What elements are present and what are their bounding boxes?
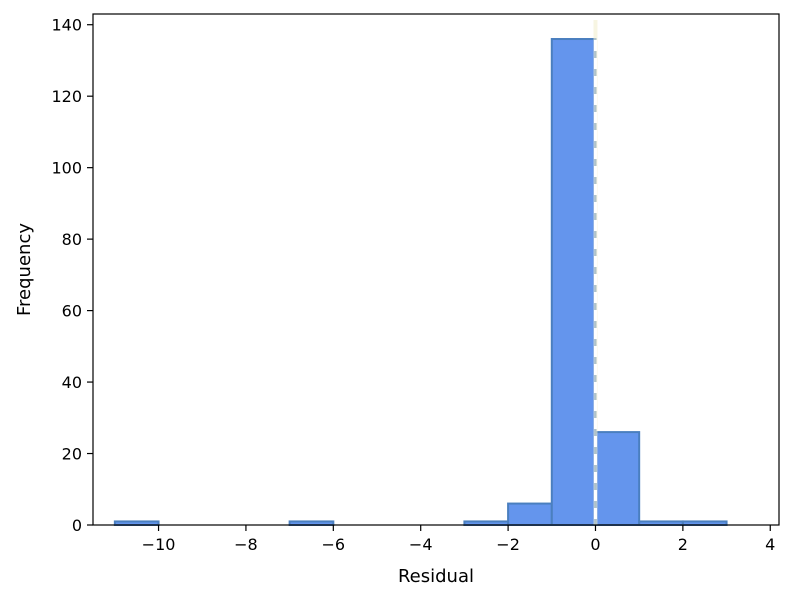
y-tick-label: 0 (72, 516, 82, 535)
y-tick-label: 20 (62, 445, 82, 464)
y-tick-label: 40 (62, 373, 82, 392)
x-tick-label: −4 (409, 535, 433, 554)
x-tick-label: 4 (765, 535, 775, 554)
x-tick-label: 0 (590, 535, 600, 554)
y-tick-label: 140 (51, 16, 82, 35)
x-tick-label: −2 (496, 535, 520, 554)
histogram-bars (113, 38, 728, 527)
y-tick-label: 100 (51, 159, 82, 178)
plot-frame (92, 13, 780, 526)
x-tick-label: 2 (678, 535, 688, 554)
histogram-bar (507, 502, 553, 527)
histogram-bar (594, 431, 641, 526)
y-tick-label: 80 (62, 230, 82, 249)
x-axis-label: Residual (398, 566, 474, 587)
x-tick-label: −10 (142, 535, 176, 554)
y-tick-label: 120 (51, 87, 82, 106)
x-tick-label: −8 (234, 535, 258, 554)
y-axis-ticks: 0 20 40 60 80 100 120 140 (51, 16, 93, 535)
x-tick-label: −6 (322, 535, 346, 554)
histogram-bar (550, 38, 597, 527)
y-tick-label: 60 (62, 302, 82, 321)
y-axis-label: Frequency (14, 223, 35, 316)
x-axis-ticks: −10 −8 −6 −4 −2 0 2 4 (142, 525, 775, 554)
